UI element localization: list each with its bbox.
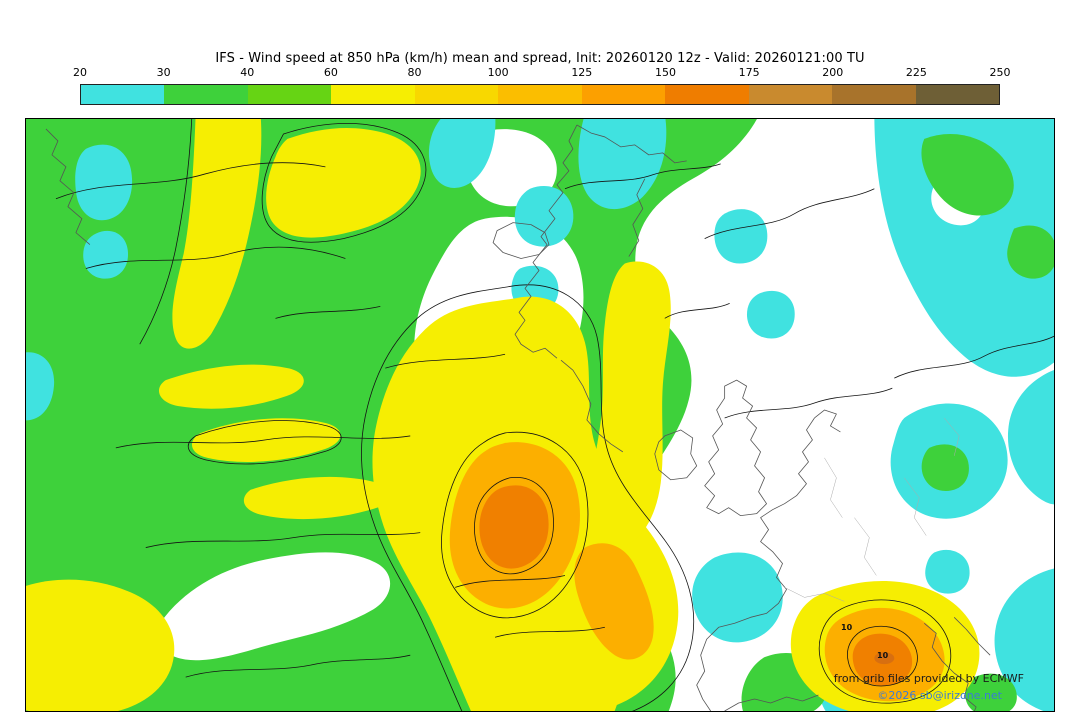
colorbar-segment [748, 85, 833, 104]
colorbar-tick-label: 225 [905, 66, 927, 79]
colorbar-segment [915, 85, 999, 104]
colorbar-segment [832, 85, 916, 104]
colorbar-tick-label: 200 [822, 66, 844, 79]
colorbar-tick-label: 250 [989, 66, 1011, 79]
contour-label: 10 [841, 623, 853, 632]
coastlines [45, 124, 991, 711]
colorbar-segment [164, 85, 248, 104]
map-area: 10 10 from grib files provided by ECMWF … [25, 118, 1055, 712]
colorbar [80, 84, 1000, 105]
colorbar-segment [331, 85, 415, 104]
colorbar-tick-label: 80 [407, 66, 422, 79]
colorbar-segment [665, 85, 749, 104]
colorbar-tick-label: 125 [571, 66, 593, 79]
colorbar-segment [247, 85, 332, 104]
page-title: IFS - Wind speed at 850 hPa (km/h) mean … [215, 51, 865, 66]
wind-field-darkest-orange [874, 652, 895, 665]
colorbar-segment [498, 85, 582, 104]
colorbar-segment [81, 85, 165, 104]
country-borders [784, 417, 960, 602]
attribution-source: from grib files provided by ECMWF [833, 672, 1024, 685]
attribution-copyright: ©2026 sb@irizone.net [877, 689, 1002, 702]
colorbar-tick-label: 175 [738, 66, 760, 79]
colorbar-tick-label: 20 [73, 66, 87, 79]
isotach-contours [55, 119, 1054, 711]
weather-map-canvas [26, 119, 1054, 711]
contour-label: 10 [877, 651, 889, 660]
colorbar-segment [581, 85, 666, 104]
colorbar-ticks: 20 30 40 60 80 100 125 150 175 200 225 250 [73, 66, 1011, 80]
colorbar-tick-label: 150 [654, 66, 676, 79]
colorbar-tick-label: 60 [323, 66, 338, 79]
wind-field-deep-orange [479, 485, 913, 686]
colorbar-tick-label: 30 [156, 66, 171, 79]
colorbar-segment [414, 85, 499, 104]
colorbar-tick-label: 40 [240, 66, 255, 79]
colorbar-tick-label: 100 [487, 66, 509, 79]
